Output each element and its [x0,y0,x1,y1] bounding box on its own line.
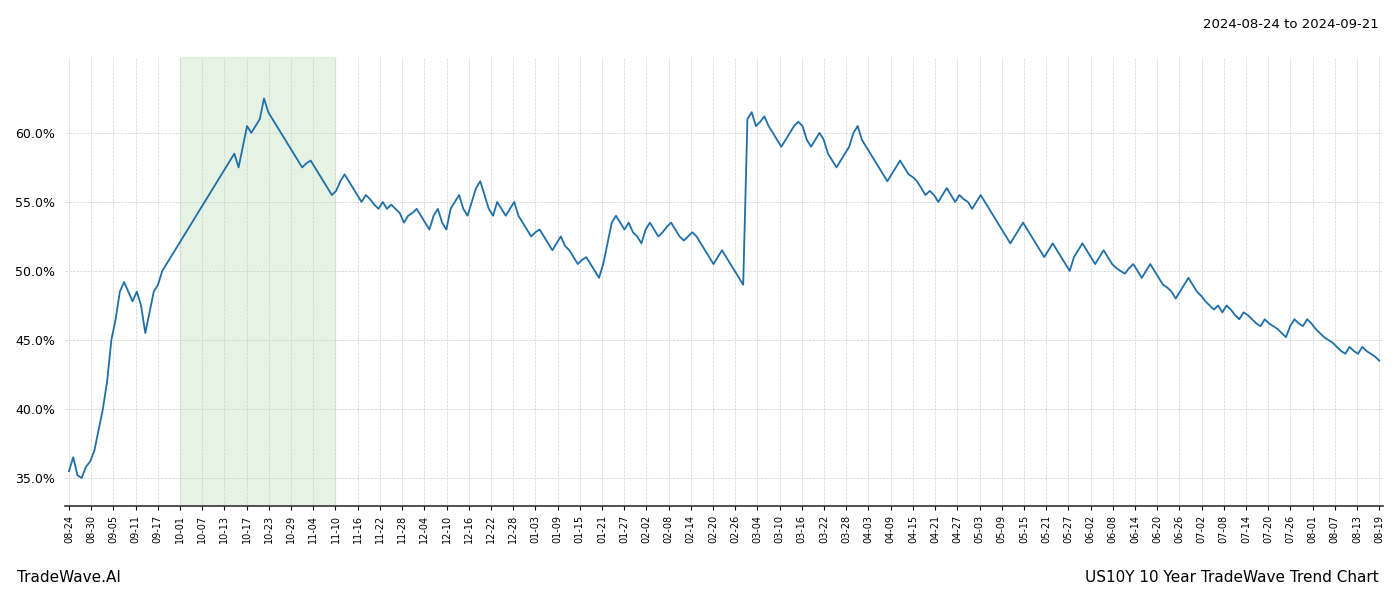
Bar [181,57,336,506]
Text: US10Y 10 Year TradeWave Trend Chart: US10Y 10 Year TradeWave Trend Chart [1085,570,1379,585]
Text: 2024-08-24 to 2024-09-21: 2024-08-24 to 2024-09-21 [1203,18,1379,31]
Text: TradeWave.AI: TradeWave.AI [17,570,120,585]
